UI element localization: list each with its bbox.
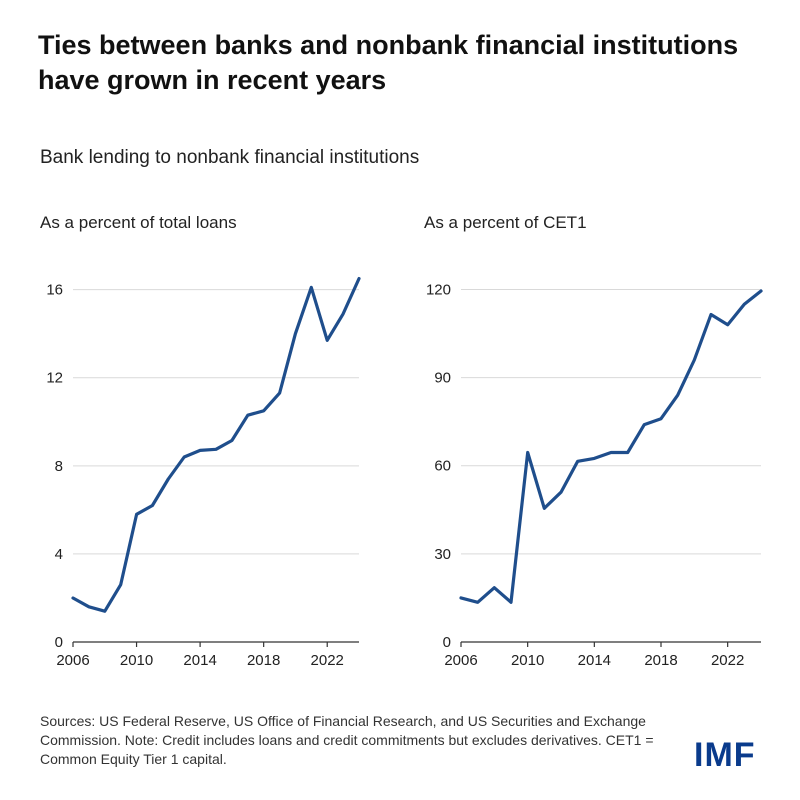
left-chart-y-tick-label: 12 bbox=[46, 370, 63, 387]
left-chart-x-tick-label: 2022 bbox=[311, 652, 344, 669]
right-panel-title: As a percent of CET1 bbox=[424, 213, 587, 232]
left-chart-x-tick-label: 2010 bbox=[120, 652, 153, 669]
left-chart-x-tick-label: 2006 bbox=[56, 652, 89, 669]
right-chart-x-tick-label: 2006 bbox=[444, 652, 477, 669]
chart-title: Ties between banks and nonbank financial… bbox=[38, 30, 739, 95]
right-chart-y-tick-label: 0 bbox=[443, 634, 451, 651]
right-chart-y-tick-label: 30 bbox=[434, 546, 451, 563]
left-chart-series-line bbox=[71, 277, 361, 613]
chart-subtitle: Bank lending to nonbank financial instit… bbox=[40, 147, 420, 168]
right-chart-y-tick-label: 90 bbox=[434, 370, 451, 387]
left-chart-y-tick-label: 16 bbox=[46, 282, 63, 299]
imf-logo: IMF bbox=[694, 736, 756, 774]
left-chart-y-tick-label: 0 bbox=[55, 634, 63, 651]
right-chart-series-line bbox=[459, 289, 763, 604]
right-chart-x-tick-label: 2014 bbox=[578, 652, 611, 669]
left-chart-x-tick-label: 2018 bbox=[247, 652, 280, 669]
left-chart-y-tick-label: 8 bbox=[55, 458, 63, 475]
right-chart-x-tick-label: 2022 bbox=[711, 652, 744, 669]
left-chart-x-tick-label: 2014 bbox=[183, 652, 216, 669]
right-chart-y-tick-label: 60 bbox=[434, 458, 451, 475]
left-chart-y-tick-label: 4 bbox=[55, 546, 63, 563]
right-chart-x-tick-label: 2018 bbox=[644, 652, 677, 669]
right-chart-y-tick-label: 120 bbox=[426, 281, 451, 298]
left-panel-title: As a percent of total loans bbox=[40, 213, 237, 232]
right-chart-x-tick-label: 2010 bbox=[511, 652, 544, 669]
sources-note: Sources: US Federal Reserve, US Office o… bbox=[40, 713, 654, 767]
